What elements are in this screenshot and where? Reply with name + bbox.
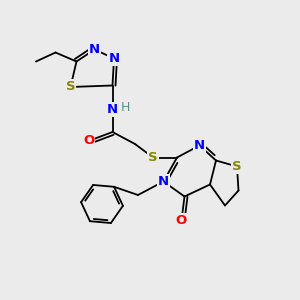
Text: S: S: [148, 151, 158, 164]
Text: S: S: [232, 160, 242, 173]
Text: N: N: [194, 139, 205, 152]
Text: N: N: [107, 103, 118, 116]
Text: S: S: [66, 80, 75, 94]
Text: O: O: [83, 134, 94, 148]
Text: N: N: [89, 43, 100, 56]
Text: H: H: [120, 100, 130, 114]
Text: N: N: [108, 52, 120, 65]
Text: N: N: [158, 175, 169, 188]
Text: O: O: [176, 214, 187, 227]
